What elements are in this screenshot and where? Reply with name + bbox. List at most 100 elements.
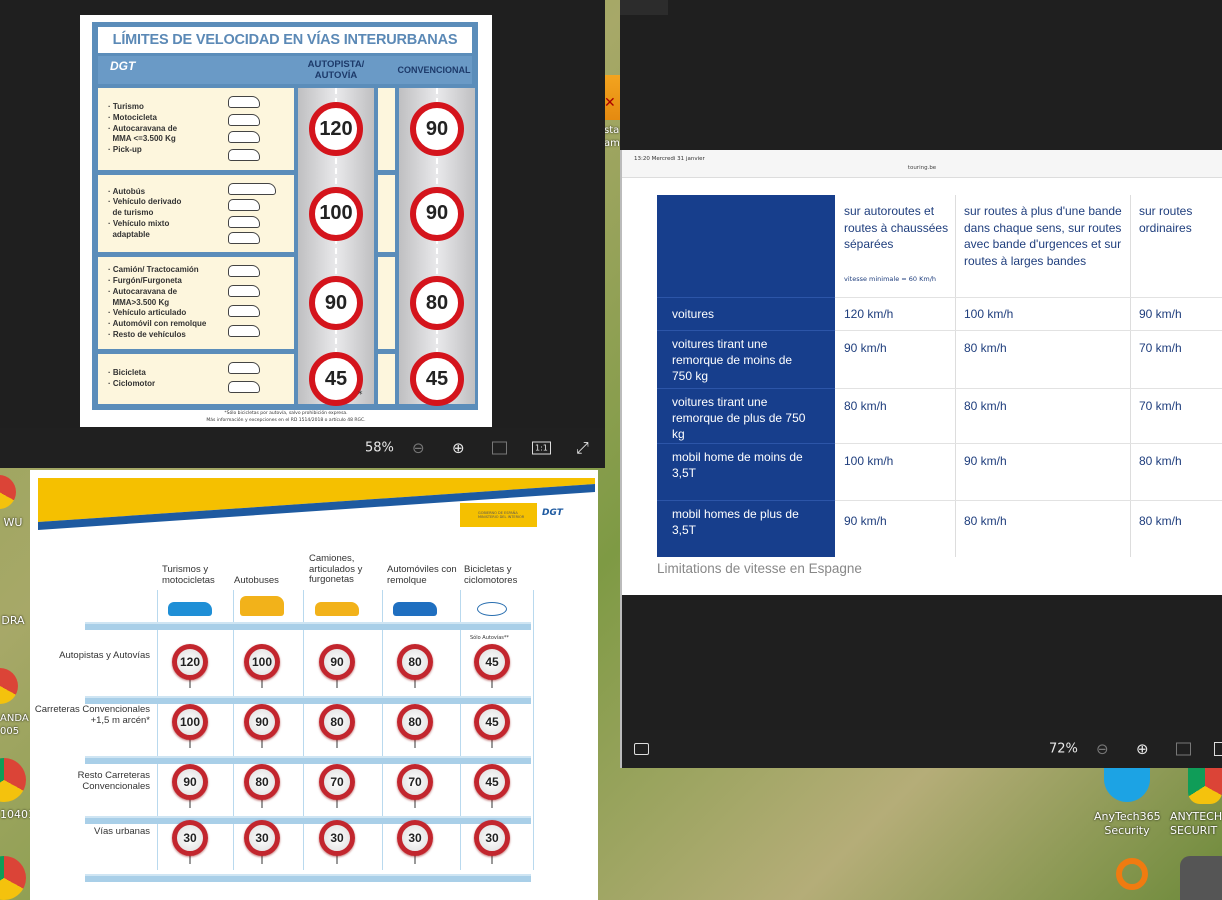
chrome-icon[interactable] [1188, 768, 1222, 804]
image-viewer-window-3: 13:20 Mercredi 31 janvier touring.be sur… [620, 150, 1222, 768]
sign-pole [414, 798, 416, 808]
road-band [85, 696, 531, 704]
chrome-icon[interactable] [0, 475, 16, 509]
zoom-in-icon[interactable]: ⊕ [1136, 740, 1149, 758]
vehicle-icon [228, 183, 276, 195]
note: Sólo Autovías** [470, 635, 509, 641]
speed-cell: 90 km/h [844, 341, 887, 355]
speed-limit-sign: 30 [319, 820, 355, 856]
footnote: *Sólo bicicletas por autovía, salvo proh… [224, 411, 348, 416]
row-divider [835, 388, 1222, 389]
row-spacer [378, 354, 395, 404]
sign-pole [491, 678, 493, 688]
speed-limit-sign: 80 [319, 704, 355, 740]
vehicle-type: · Motocicleta [108, 112, 157, 122]
speed-cell: 80 km/h [964, 399, 1007, 413]
desktop-icon-label: DRA [1, 614, 25, 627]
speed-limit-sign: 30 [474, 820, 510, 856]
desktop-icon-label: sta am [604, 125, 620, 149]
vehicle-type: adaptable [108, 229, 150, 239]
speed-limit-sign: 45 [474, 764, 510, 800]
actual-size-icon[interactable] [1214, 742, 1222, 756]
column-header: Bicicletas y ciclomotores [464, 564, 518, 586]
vehicle-icon [228, 305, 260, 317]
desktop-icon-label: ANYTECH SECURIT [1170, 810, 1222, 837]
speed-limit-sign: 90 [319, 644, 355, 680]
row-label: voitures tirant une remorque de moins de… [672, 337, 793, 383]
column-header-convencional: CONVENCIONAL [397, 65, 471, 75]
desktop-icon-label: 10401 [0, 808, 35, 821]
row-header-cell [657, 388, 835, 443]
speed-limit-sign: 90 [244, 704, 280, 740]
row-header-cell [657, 500, 835, 557]
filmstrip-icon[interactable] [634, 743, 649, 755]
vehicle-type: · Pick-up [108, 145, 142, 155]
speed-cell: 120 km/h [844, 307, 894, 321]
speed-limit-sign: 100 [309, 186, 363, 241]
vehicle-row [98, 257, 294, 349]
app-icon: ✕ [604, 95, 616, 111]
row-divider [835, 297, 1222, 298]
row-divider [835, 330, 1222, 331]
speed-cell: 70 km/h [1139, 341, 1182, 355]
vehicle-icon [228, 265, 260, 277]
sign-pole [336, 798, 338, 808]
vehicle-type: · Autocaravana de [108, 286, 178, 296]
speed-limit-sign: 45 [474, 644, 510, 680]
vehicle-icon [228, 96, 260, 108]
speed-limit-sign: 30 [172, 820, 208, 856]
vehicle-type: · Resto de vehículos [108, 329, 186, 339]
desktop-icon[interactable]: ✕ [600, 75, 620, 120]
speed-limit-sign: 80 [397, 704, 433, 740]
sign-pole [491, 798, 493, 808]
speed-limit-sign: 80 [410, 276, 464, 330]
actual-size-icon[interactable]: 1:1 [532, 441, 551, 455]
speed-limit-sign: 90 [309, 276, 363, 330]
speed-cell: 100 km/h [844, 454, 894, 468]
dgt-logo: DGT [542, 508, 563, 518]
sign-pole [336, 854, 338, 864]
chrome-icon[interactable] [0, 668, 18, 704]
column-header: sur autoroutes et routes à chaussées sép… [844, 204, 949, 251]
search-app-icon[interactable] [1116, 858, 1148, 890]
column-divider [303, 590, 304, 870]
speed-limit-sign: 90 [410, 186, 464, 241]
speed-cell: 70 km/h [1139, 399, 1182, 413]
sign-pole [261, 798, 263, 808]
vehicle-icon [315, 602, 359, 616]
column-header: sur routes à plus d'une bande dans chaqu… [964, 204, 1122, 268]
caption: Limitations de vitesse en Espagne [657, 561, 862, 576]
road-band [85, 816, 531, 824]
speed-cell: 80 km/h [964, 514, 1007, 528]
fit-to-window-icon[interactable] [492, 441, 507, 455]
vehicle-type: MMA>3.500 Kg [108, 297, 170, 307]
column-divider [955, 195, 956, 557]
vehicle-type: · Vehículo mixto [108, 218, 170, 228]
speed-cell: 90 km/h [1139, 307, 1182, 321]
zoom-out-icon[interactable]: ⊖ [1096, 740, 1109, 758]
zoom-in-icon[interactable]: ⊕ [452, 439, 465, 457]
speed-limit-sign: 70 [319, 764, 355, 800]
wrench-icon[interactable] [1180, 856, 1222, 900]
url-bar[interactable]: touring.be [907, 165, 937, 171]
desktop-icon-label: ANDA 005 [0, 713, 29, 737]
column-divider [233, 590, 234, 870]
row-label: voitures [672, 307, 715, 321]
speed-limit-sign: 90 [410, 102, 464, 156]
speed-cell: 80 km/h [844, 399, 887, 413]
column-header: Autobuses [234, 575, 279, 586]
column-header: Camiones, articulados y furgonetas [309, 553, 363, 585]
background-window-tab[interactable] [620, 0, 668, 15]
fullscreen-icon[interactable]: ⤢ [576, 438, 589, 457]
vehicle-icon [477, 602, 507, 616]
vehicle-type: · Camión/ Tractocamión [108, 265, 199, 275]
row-divider [835, 500, 1222, 501]
fit-to-window-icon[interactable] [1176, 742, 1191, 756]
column-divider [533, 590, 534, 870]
asterisk: * [358, 390, 363, 400]
sign-pole [189, 738, 191, 748]
speed-cell: 80 km/h [1139, 514, 1182, 528]
zoom-out-icon[interactable]: ⊖ [412, 439, 425, 457]
speed-limits-infographic-dgt: LÍMITES DE VELOCIDAD EN VÍAS INTERURBANA… [80, 15, 492, 427]
viewer-toolbar: 72% ⊖ ⊕ [622, 730, 1222, 768]
